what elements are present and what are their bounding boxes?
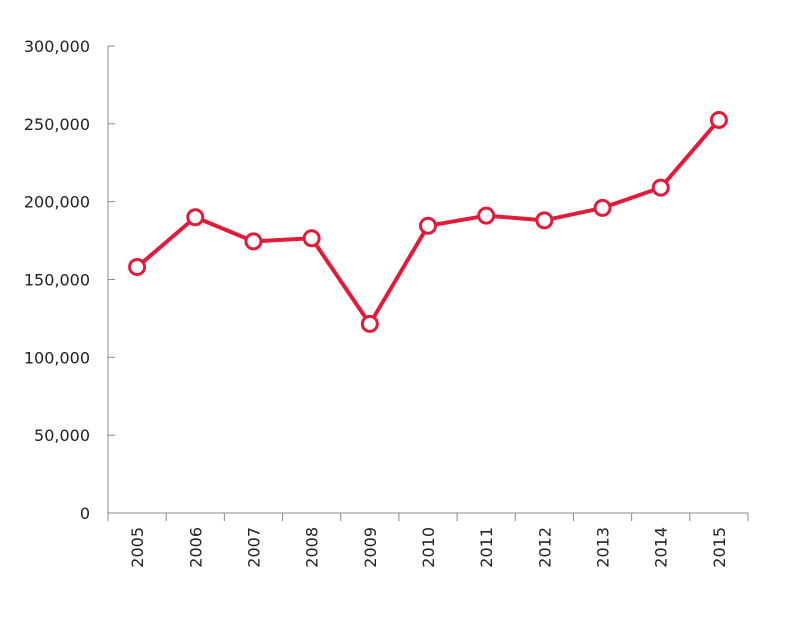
x-axis-ticks: 2005 2006 2007 2008 2009 2010 2011 2012 2013 2014… — [107, 513, 749, 568]
x-tick-label: 2005 — [128, 527, 147, 568]
y-axis-ticks: 0 50,000 100,000 150,000 200,000 250,000 300,0… — [24, 37, 115, 523]
data-point — [651, 178, 670, 197]
x-tick-label: 2011 — [477, 527, 496, 568]
y-tick-label: 0 — [80, 504, 90, 523]
y-tick-label: 300,000 — [24, 37, 90, 56]
data-point — [419, 216, 437, 235]
x-tick-label: 2013 — [594, 527, 613, 568]
data-point — [128, 258, 147, 277]
x-tick-label: 2007 — [244, 527, 263, 568]
data-point — [244, 232, 263, 251]
y-tick-label: 150,000 — [24, 271, 90, 290]
x-tick-label: 2009 — [361, 527, 380, 568]
axes — [107, 46, 748, 514]
data-point — [302, 229, 321, 248]
data-point — [477, 206, 496, 225]
x-tick-label: 2010 — [419, 527, 438, 568]
x-tick-label: 2006 — [186, 527, 205, 568]
x-tick-label: 2015 — [710, 527, 729, 568]
x-tick-label: 2012 — [535, 527, 554, 568]
data-point — [186, 208, 205, 227]
y-tick-label: 200,000 — [24, 193, 90, 212]
y-tick-label: 50,000 — [34, 426, 90, 445]
data-point — [709, 110, 728, 129]
y-tick-label: 250,000 — [24, 115, 90, 134]
data-point — [360, 314, 379, 333]
series-layer — [128, 110, 728, 333]
x-tick-label: 2014 — [652, 527, 671, 568]
data-point — [535, 211, 554, 230]
x-tick-label: 2008 — [303, 527, 322, 568]
data-point — [593, 198, 612, 217]
y-tick-label: 100,000 — [24, 348, 90, 367]
